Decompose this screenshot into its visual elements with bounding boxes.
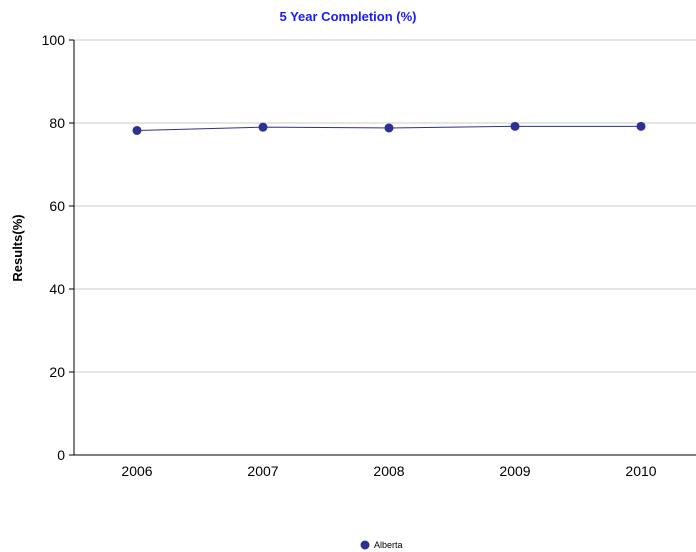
chart-title: 5 Year Completion (%)	[279, 9, 416, 24]
x-tick-label: 2007	[247, 463, 278, 479]
data-point-2009	[510, 121, 520, 131]
y-axis-label: Results(%)	[10, 214, 25, 281]
x-tick-label: 2008	[373, 463, 404, 479]
y-tick-labels: 0 20 40 60 80 100	[42, 32, 66, 463]
axes	[69, 39, 696, 456]
x-tick-labels: 2006 2007 2008 2009 2010	[121, 463, 656, 479]
x-tick-label: 2006	[121, 463, 152, 479]
legend: Alberta	[360, 540, 403, 550]
data-point-2010	[636, 121, 646, 131]
y-tick-label: 20	[49, 364, 65, 380]
data-point-2007	[258, 122, 268, 132]
y-tick-label: 60	[49, 198, 65, 214]
y-tick-label: 40	[49, 281, 65, 297]
legend-marker	[360, 540, 370, 550]
x-tick-label: 2009	[499, 463, 530, 479]
legend-label: Alberta	[374, 540, 403, 550]
x-tick-label: 2010	[625, 463, 656, 479]
y-tick-label: 100	[42, 32, 66, 48]
y-tick-label: 80	[49, 115, 65, 131]
data-point-2006	[132, 125, 142, 135]
grid-lines	[74, 39, 696, 373]
y-tick-label: 0	[57, 447, 65, 463]
data-point-2008	[384, 123, 394, 133]
series-alberta	[132, 121, 646, 135]
